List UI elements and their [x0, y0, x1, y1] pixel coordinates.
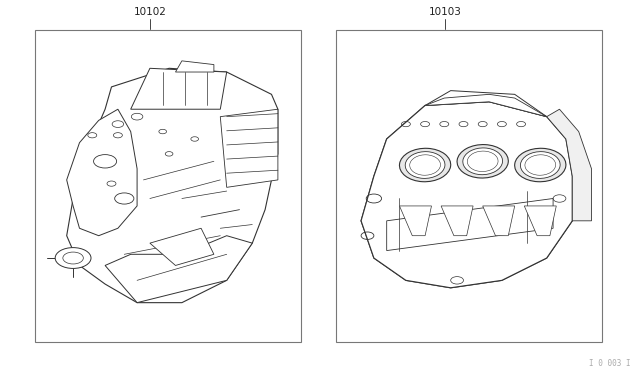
Ellipse shape [399, 148, 451, 182]
Ellipse shape [520, 152, 560, 179]
Polygon shape [361, 102, 572, 288]
Text: I 0 003 I: I 0 003 I [589, 359, 630, 368]
Polygon shape [67, 109, 137, 236]
Polygon shape [67, 68, 278, 303]
Text: 10103: 10103 [428, 7, 461, 17]
Polygon shape [220, 109, 278, 187]
Bar [336, 30, 602, 342]
Polygon shape [175, 61, 214, 72]
Circle shape [55, 248, 91, 269]
Polygon shape [425, 91, 547, 117]
Ellipse shape [463, 148, 502, 175]
Polygon shape [524, 206, 556, 236]
Polygon shape [441, 206, 473, 236]
Polygon shape [361, 102, 572, 288]
Polygon shape [387, 199, 553, 251]
Polygon shape [131, 68, 227, 109]
Polygon shape [425, 94, 547, 117]
Polygon shape [483, 206, 515, 236]
Bar [35, 30, 301, 342]
Ellipse shape [515, 148, 566, 182]
Ellipse shape [457, 145, 508, 178]
Polygon shape [150, 228, 214, 266]
Text: 10102: 10102 [134, 7, 167, 17]
Polygon shape [399, 206, 431, 236]
Polygon shape [105, 236, 252, 303]
Polygon shape [547, 109, 591, 221]
Ellipse shape [405, 152, 445, 179]
